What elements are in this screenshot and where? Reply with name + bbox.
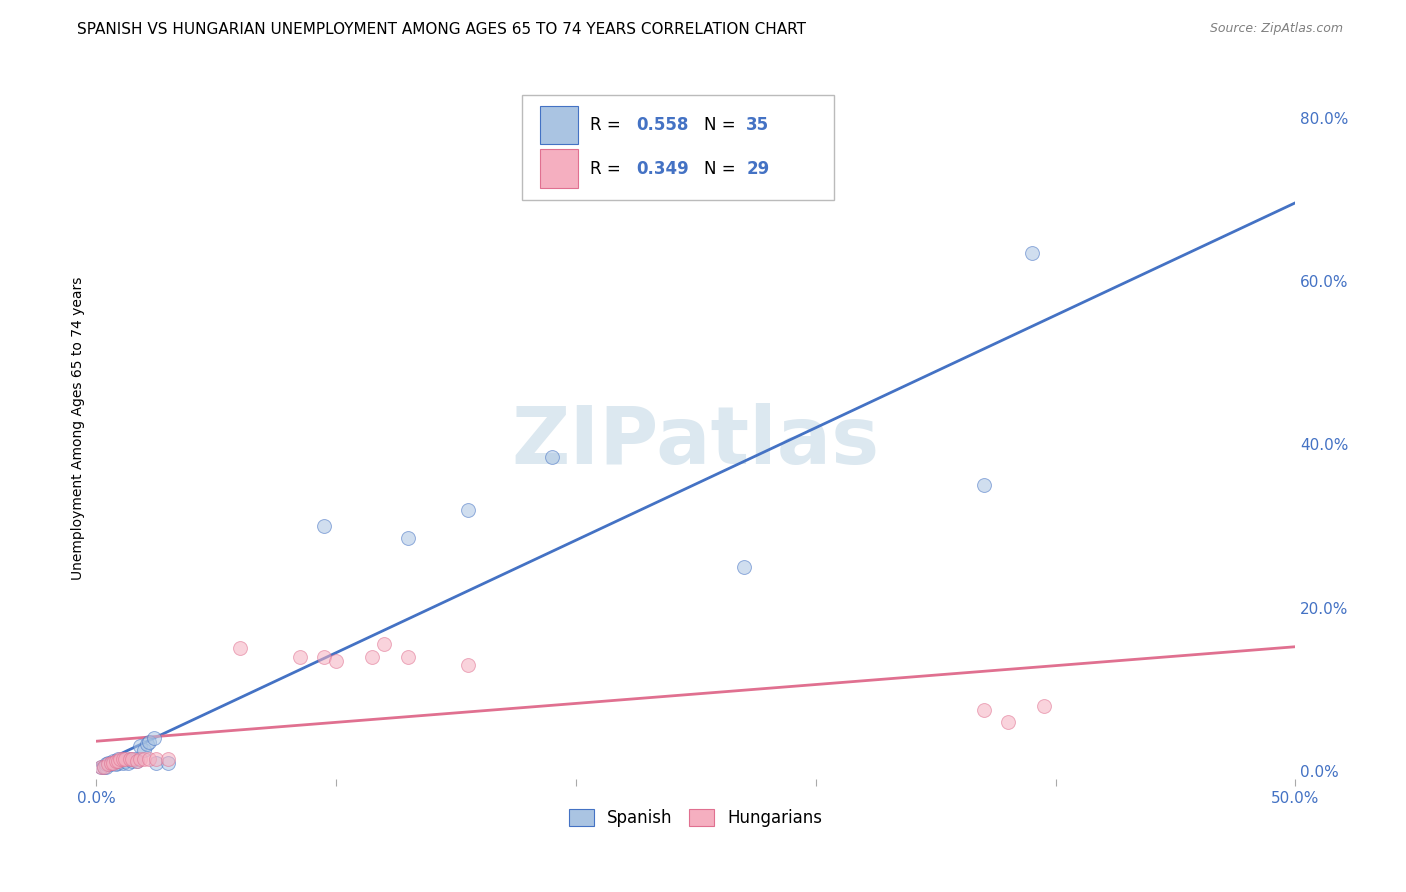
Point <box>118 751 141 765</box>
Point <box>117 756 139 770</box>
Point <box>157 751 180 765</box>
Point <box>121 754 143 768</box>
Text: R =: R = <box>591 160 627 178</box>
Point <box>733 559 755 574</box>
Point <box>124 751 146 765</box>
Point <box>94 757 117 772</box>
Point <box>1021 245 1043 260</box>
Point <box>145 751 167 765</box>
Point <box>541 450 564 464</box>
Text: 35: 35 <box>747 116 769 134</box>
Point <box>373 637 395 651</box>
Text: N =: N = <box>704 116 741 134</box>
Point <box>100 756 122 770</box>
Point <box>100 756 122 770</box>
Point <box>997 714 1019 729</box>
Point <box>457 502 479 516</box>
Point <box>128 751 150 765</box>
Point <box>142 731 165 746</box>
Point <box>134 743 156 757</box>
Point <box>107 754 129 768</box>
FancyBboxPatch shape <box>540 149 578 188</box>
Point <box>157 756 180 770</box>
Point <box>111 751 134 765</box>
Point <box>973 478 995 492</box>
Point <box>135 737 157 751</box>
Text: R =: R = <box>591 116 627 134</box>
Legend: Spanish, Hungarians: Spanish, Hungarians <box>562 802 830 834</box>
Point <box>93 760 115 774</box>
Point <box>361 649 384 664</box>
Point <box>121 751 143 765</box>
Point <box>101 756 124 770</box>
Point <box>138 751 160 765</box>
Text: 0.349: 0.349 <box>636 160 689 178</box>
Point <box>127 754 149 768</box>
Point <box>90 760 112 774</box>
Point <box>104 757 127 772</box>
Point <box>145 756 167 770</box>
Point <box>100 757 122 772</box>
Text: Source: ZipAtlas.com: Source: ZipAtlas.com <box>1209 22 1343 36</box>
Text: N =: N = <box>704 160 741 178</box>
Point <box>396 531 419 545</box>
Point <box>290 649 312 664</box>
Point <box>107 751 129 765</box>
Point <box>114 751 136 765</box>
Point <box>110 754 132 768</box>
Point <box>118 751 141 765</box>
Point <box>104 754 127 768</box>
Point <box>94 760 117 774</box>
Point <box>110 751 132 765</box>
Point <box>128 739 150 754</box>
Point <box>101 754 124 768</box>
Text: SPANISH VS HUNGARIAN UNEMPLOYMENT AMONG AGES 65 TO 74 YEARS CORRELATION CHART: SPANISH VS HUNGARIAN UNEMPLOYMENT AMONG … <box>77 22 806 37</box>
Point <box>107 756 129 770</box>
FancyBboxPatch shape <box>540 106 578 145</box>
Y-axis label: Unemployment Among Ages 65 to 74 years: Unemployment Among Ages 65 to 74 years <box>72 277 86 580</box>
Point <box>973 702 995 716</box>
Point <box>325 654 347 668</box>
Point <box>229 641 252 656</box>
Point <box>134 751 156 765</box>
Point <box>104 754 127 768</box>
Point <box>114 754 136 768</box>
FancyBboxPatch shape <box>522 95 834 200</box>
Point <box>127 754 149 768</box>
Point <box>101 756 124 770</box>
Point <box>90 760 112 774</box>
Point <box>396 649 419 664</box>
Point <box>97 757 120 772</box>
Text: 0.558: 0.558 <box>636 116 689 134</box>
Point <box>138 735 160 749</box>
Point <box>314 519 336 533</box>
Point <box>314 649 336 664</box>
Text: 29: 29 <box>747 160 769 178</box>
Point <box>93 760 115 774</box>
Point <box>1032 698 1054 713</box>
Point <box>97 756 120 770</box>
Text: ZIPatlas: ZIPatlas <box>512 403 880 481</box>
Point <box>457 657 479 672</box>
Point <box>111 756 134 770</box>
